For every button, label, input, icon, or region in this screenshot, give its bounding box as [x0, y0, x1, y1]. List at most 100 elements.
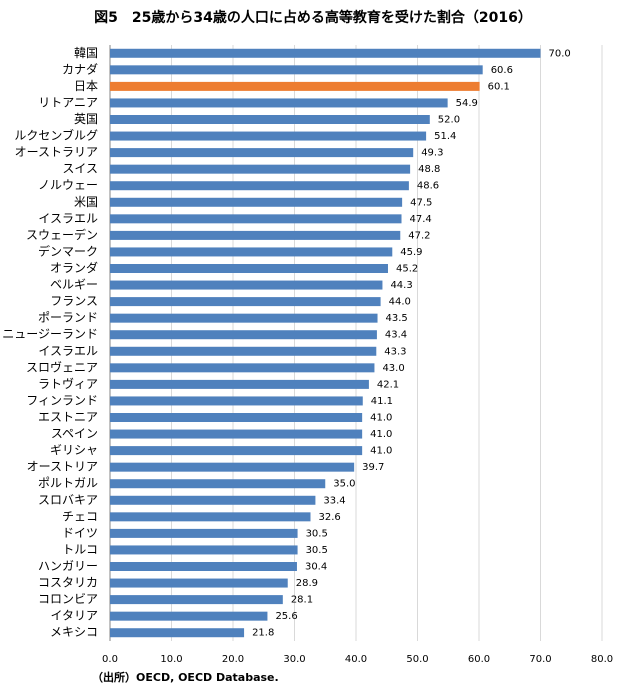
value-label: 30.5 [306, 528, 328, 539]
y-tick-label: フランス [50, 294, 98, 308]
bar [110, 164, 411, 174]
bar [110, 230, 401, 240]
value-label: 48.8 [418, 164, 440, 175]
y-tick-label: エストニア [38, 410, 98, 424]
y-tick-label: ギリシャ [50, 443, 98, 457]
value-label: 45.2 [396, 264, 418, 275]
y-tick-label: コスタリカ [38, 576, 98, 590]
bar [110, 280, 383, 290]
bar [110, 429, 363, 439]
value-label: 47.5 [410, 197, 432, 208]
bar [110, 562, 297, 571]
y-tick-label: フィンランド [26, 393, 98, 407]
bar [110, 413, 363, 422]
value-label: 41.1 [371, 396, 393, 407]
bar [110, 346, 377, 356]
y-tick-label: オーストリア [27, 460, 98, 474]
value-label: 70.0 [549, 48, 571, 59]
y-tick-label: ラトヴィア [38, 376, 98, 391]
y-tick-label: 日本 [74, 79, 98, 93]
x-tick-label: 40.0 [345, 654, 367, 665]
value-label: 41.0 [370, 446, 392, 457]
bar [110, 98, 448, 108]
x-tick-label: 30.0 [283, 654, 305, 665]
bar [110, 578, 288, 588]
x-tick-label: 50.0 [406, 654, 428, 665]
bar [110, 65, 483, 75]
value-label: 43.5 [386, 313, 408, 324]
y-tick-label: スペイン [51, 427, 98, 441]
bar [110, 264, 388, 273]
y-tick-label: ニュージーランド [2, 327, 98, 341]
bar [110, 462, 355, 472]
y-tick-label: ポルトガル [38, 476, 98, 490]
bar [110, 363, 375, 373]
y-tick-label: ポーランド [38, 311, 98, 325]
source-note: （出所）OECD, OECD Database. [92, 670, 279, 684]
y-tick-label: メキシコ [50, 625, 98, 639]
y-tick-label: 米国 [74, 195, 98, 209]
y-tick-label: チェコ [62, 509, 98, 523]
bar [110, 628, 245, 638]
bar [110, 512, 311, 522]
bar [110, 330, 377, 340]
chart-title: 図5 25歳から34歳の人口に占める高等教育を受けた割合（2016） [94, 9, 532, 26]
x-tick-label: 60.0 [468, 654, 490, 665]
value-label: 45.9 [400, 247, 422, 258]
y-tick-label: ハンガリー [38, 559, 98, 573]
y-tick-label: ルクセンブルグ [14, 128, 98, 143]
bar [110, 479, 326, 489]
value-label: 48.6 [417, 181, 439, 192]
bar [110, 379, 369, 389]
value-label: 28.1 [291, 595, 313, 606]
bar [110, 214, 402, 224]
value-label: 60.1 [488, 81, 510, 92]
value-label: 51.4 [434, 131, 456, 142]
y-tick-label: リトアニア [38, 95, 98, 109]
value-label: 43.3 [384, 346, 406, 357]
y-tick-label: スロヴェニア [26, 359, 98, 374]
bar [110, 181, 409, 191]
y-tick-label: 韓国 [74, 46, 98, 60]
x-tick-label: 0.0 [102, 654, 118, 665]
x-tick-label: 20.0 [222, 654, 244, 665]
value-label: 60.6 [491, 65, 513, 76]
value-label: 21.8 [252, 628, 274, 639]
y-tick-label: イスラエル [38, 344, 98, 358]
value-label: 43.0 [382, 363, 404, 374]
value-label: 30.5 [306, 545, 328, 556]
y-tick-label: ドイツ [62, 526, 98, 540]
bar [110, 48, 541, 58]
x-tick-label: 80.0 [591, 654, 613, 665]
value-label: 32.6 [318, 512, 340, 523]
y-tick-label: カナダ [62, 61, 98, 76]
bar [110, 545, 298, 555]
value-label: 41.0 [370, 413, 392, 424]
value-label: 43.4 [385, 330, 407, 341]
bar [110, 247, 393, 257]
value-label: 33.4 [323, 495, 345, 506]
bar [110, 297, 381, 307]
value-label: 49.3 [421, 148, 443, 159]
y-tick-label: オランダ [50, 260, 98, 275]
y-tick-label: スイス [62, 162, 98, 176]
value-label: 47.2 [408, 230, 430, 241]
value-label: 42.1 [377, 379, 399, 390]
value-label: 52.0 [438, 115, 460, 126]
bar [110, 611, 268, 621]
x-tick-label: 10.0 [160, 654, 182, 665]
y-tick-label: コロンビア [38, 592, 98, 606]
bar [110, 446, 363, 456]
x-tick-label: 70.0 [529, 654, 551, 665]
bar [110, 313, 378, 323]
value-label: 47.4 [410, 214, 432, 225]
y-tick-label: イスラエル [38, 211, 98, 225]
value-label: 44.3 [390, 280, 412, 291]
value-label: 35.0 [333, 479, 355, 490]
bar [110, 396, 363, 406]
value-label: 41.0 [370, 429, 392, 440]
value-label: 30.4 [305, 562, 327, 573]
bar [110, 197, 403, 207]
